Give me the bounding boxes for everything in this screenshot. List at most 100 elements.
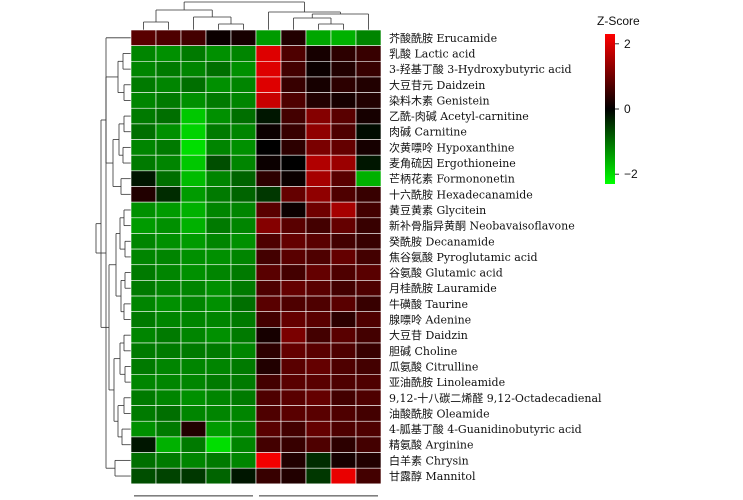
row-label: 月桂酰胺 Lauramide	[389, 281, 497, 295]
legend-title: Z-Score	[597, 14, 640, 28]
heatmap-cell	[130, 295, 157, 312]
heatmap-cell	[180, 373, 207, 391]
heatmap-cell	[305, 201, 332, 219]
heatmap-cell	[255, 264, 282, 281]
legend-colorbar	[605, 34, 615, 184]
heatmap-cell	[255, 154, 282, 172]
heatmap-cell	[130, 311, 157, 328]
heatmap-cell	[255, 405, 282, 422]
heatmap-cell	[280, 92, 307, 109]
heatmap-cell	[205, 358, 232, 375]
heatmap-cell	[330, 405, 357, 422]
heatmap-cell	[205, 264, 232, 281]
row-label: 3-羟基丁酸 3-Hydroxybutyric acid	[389, 62, 572, 76]
row-label: 亚油酰胺 Linoleamide	[389, 375, 505, 389]
heatmap-cell	[155, 342, 182, 359]
heatmap-cell	[180, 405, 207, 422]
heatmap-cell	[255, 467, 282, 485]
heatmap-cell	[180, 217, 207, 234]
heatmap-cell	[330, 233, 357, 250]
heatmap-cell	[255, 436, 282, 453]
heatmap-cell	[230, 342, 257, 359]
row-label: 大豆苷 Daidzin	[389, 328, 468, 342]
heatmap-cell	[230, 123, 257, 140]
legend-tick-label: −2	[624, 167, 638, 181]
heatmap-cell	[330, 123, 357, 140]
row-label: 胆碱 Choline	[389, 345, 457, 358]
heatmap-cell	[305, 154, 332, 172]
heatmap-grid	[130, 29, 382, 485]
heatmap-cell	[255, 389, 282, 406]
heatmap-cell	[305, 389, 332, 406]
heatmap-cell	[130, 467, 157, 485]
heatmap-cell	[205, 60, 232, 78]
heatmap-cell	[305, 342, 332, 359]
heatmap-cell	[255, 452, 282, 469]
heatmap-cell	[130, 76, 157, 93]
column-dendrogram	[143, 1, 369, 30]
heatmap-cell	[230, 436, 257, 453]
heatmap-cell	[355, 295, 382, 312]
heatmap-cell	[130, 107, 157, 125]
heatmap-cell	[205, 295, 232, 312]
heatmap-cell	[180, 186, 207, 203]
heatmap-cell	[355, 92, 382, 109]
heatmap-cell	[355, 342, 382, 359]
heatmap-cell	[205, 389, 232, 406]
heatmap-cell	[230, 139, 257, 156]
heatmap-cell	[205, 186, 232, 203]
heatmap-cell	[205, 201, 232, 219]
heatmap-cell	[205, 29, 232, 46]
heatmap-cell	[230, 373, 257, 391]
heatmap-cell	[130, 420, 157, 438]
heatmap-cell	[180, 92, 207, 109]
heatmap-cell	[330, 327, 357, 344]
heatmap-cell	[305, 280, 332, 297]
heatmap-cell	[180, 467, 207, 485]
heatmap-cell	[180, 436, 207, 453]
heatmap-cell	[255, 420, 282, 438]
heatmap-cell	[205, 170, 232, 187]
heatmap-cell	[305, 233, 332, 250]
heatmap-cell	[255, 311, 282, 328]
heatmap-cell	[230, 186, 257, 203]
heatmap-cell	[355, 358, 382, 375]
heatmap-cell	[230, 311, 257, 328]
heatmap-cell	[305, 123, 332, 140]
heatmap-cell	[280, 327, 307, 344]
heatmap-cell	[130, 45, 157, 62]
heatmap-cell	[230, 358, 257, 375]
heatmap-cell	[305, 452, 332, 469]
heatmap-cell	[230, 405, 257, 422]
legend-tick-label: 0	[624, 102, 631, 116]
heatmap-cell	[280, 248, 307, 266]
heatmap-cell	[255, 123, 282, 140]
heatmap-cell	[330, 217, 357, 234]
heatmap-cell	[130, 280, 157, 297]
heatmap-cell	[155, 264, 182, 281]
heatmap-cell	[255, 233, 282, 250]
heatmap-cell	[330, 436, 357, 453]
heatmap-cell	[230, 295, 257, 312]
row-label: 肉碱 Carnitine	[389, 126, 467, 139]
heatmap-cell	[130, 139, 157, 156]
heatmap-cell	[230, 107, 257, 125]
heatmap-cell	[230, 420, 257, 438]
heatmap-cell	[355, 233, 382, 250]
heatmap-cell	[180, 452, 207, 469]
heatmap-cell	[155, 45, 182, 62]
heatmap-cell	[255, 295, 282, 312]
heatmap-cell	[280, 436, 307, 453]
heatmap-cell	[155, 436, 182, 453]
heatmap-cell	[305, 139, 332, 156]
heatmap-cell	[155, 170, 182, 187]
heatmap-cell	[355, 201, 382, 219]
heatmap-cell	[255, 170, 282, 187]
heatmap-cell	[305, 217, 332, 234]
heatmap-cell	[330, 389, 357, 406]
heatmap-cell	[355, 107, 382, 125]
heatmap-cell	[155, 217, 182, 234]
heatmap-cell	[355, 436, 382, 453]
row-label: 瓜氨酸 Citrulline	[389, 359, 478, 373]
row-label: 甘露醇 Mannitol	[389, 469, 476, 483]
